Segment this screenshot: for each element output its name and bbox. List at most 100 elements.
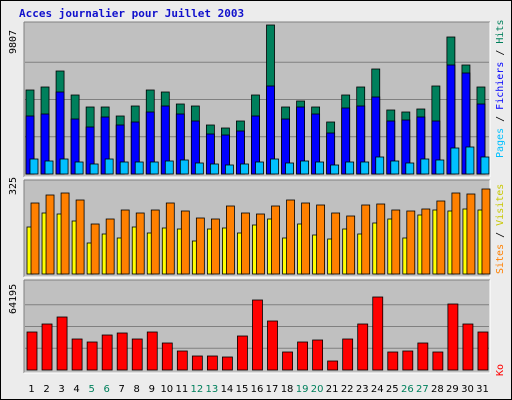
day-label-6: 6	[103, 384, 109, 395]
bar-pages-day-29	[450, 147, 460, 175]
traffic-legend: Pages / Fichiers / Hits	[495, 20, 506, 159]
day-label-4: 4	[73, 384, 79, 395]
bar-pages-day-9	[149, 161, 159, 175]
bar-kb-day-1	[26, 331, 38, 371]
bar-kb-day-19	[297, 341, 308, 371]
bar-pages-day-2	[44, 160, 54, 175]
day-label-16: 16	[251, 384, 264, 395]
bar-visits-day-18	[286, 199, 295, 275]
bar-visits-day-29	[451, 192, 461, 275]
day-label-15: 15	[236, 384, 249, 395]
bar-kb-day-28	[432, 351, 444, 371]
legend-sep: /	[495, 43, 506, 62]
day-label-27: 27	[416, 384, 429, 395]
legend-pages: Pages	[495, 127, 506, 158]
bar-kb-day-2	[41, 323, 53, 371]
bar-pages-day-21	[330, 164, 340, 175]
bar-pages-day-6	[104, 158, 114, 175]
bar-pages-day-10	[164, 160, 174, 175]
bar-pages-day-13	[209, 163, 219, 175]
day-label-12: 12	[191, 384, 204, 395]
visits-max-label: 325	[8, 176, 19, 195]
bar-pages-day-1	[29, 158, 39, 175]
day-label-19: 19	[296, 384, 309, 395]
bar-visits-day-4	[75, 199, 85, 275]
day-label-26: 26	[401, 384, 414, 395]
day-label-18: 18	[281, 384, 294, 395]
bar-kb-day-14	[222, 356, 233, 371]
legend-sep: /	[495, 225, 506, 244]
bar-pages-day-25	[390, 160, 400, 175]
bar-pages-day-5	[89, 163, 99, 175]
day-label-5: 5	[88, 384, 94, 395]
bar-visits-day-1	[30, 202, 40, 275]
day-label-22: 22	[341, 384, 354, 395]
bar-visits-day-5	[90, 223, 100, 275]
kb-legend: Ko	[495, 364, 506, 376]
bar-kb-day-21	[327, 360, 339, 371]
day-label-7: 7	[119, 384, 125, 395]
bar-pages-day-27	[420, 158, 430, 175]
day-label-30: 30	[461, 384, 474, 395]
bar-pages-day-17	[270, 158, 279, 175]
day-label-10: 10	[160, 384, 173, 395]
chart-title: Acces journalier pour Juillet 2003	[19, 7, 245, 20]
day-label-23: 23	[356, 384, 369, 395]
bar-visits-day-27	[421, 208, 431, 275]
bar-kb-day-6	[101, 334, 113, 371]
day-label-3: 3	[58, 384, 64, 395]
day-label-2: 2	[43, 384, 49, 395]
bar-kb-day-30	[462, 323, 474, 371]
day-label-20: 20	[311, 384, 324, 395]
bar-visits-day-25	[391, 209, 401, 275]
bar-visits-day-22	[346, 215, 356, 275]
bar-pages-day-18	[285, 162, 294, 175]
bar-visits-day-12	[195, 217, 205, 275]
bar-kb-day-29	[447, 303, 459, 371]
legend-visits: Visites	[495, 183, 506, 226]
bar-pages-day-31	[480, 156, 490, 175]
bar-pages-day-30	[465, 146, 475, 175]
legend-files: Fichiers	[495, 61, 506, 110]
bar-kb-day-12	[191, 355, 203, 371]
bar-kb-day-9	[146, 331, 158, 371]
bar-kb-day-18	[282, 351, 293, 371]
bar-visits-day-7	[120, 209, 130, 275]
bar-visits-day-30	[466, 193, 476, 275]
bar-pages-day-28	[435, 159, 445, 175]
bar-visits-day-26	[406, 210, 416, 275]
bar-visits-day-24	[376, 203, 386, 275]
visits-legend: Sites / Visites	[495, 184, 506, 274]
bar-kb-day-15	[237, 335, 248, 371]
bar-kb-day-24	[372, 296, 384, 371]
bar-visits-day-2	[45, 194, 55, 275]
bar-kb-day-11	[176, 350, 188, 371]
bar-visits-day-15	[241, 212, 250, 275]
day-label-8: 8	[134, 384, 140, 395]
bar-pages-day-23	[360, 161, 370, 175]
bar-kb-day-13	[206, 355, 218, 371]
bar-visits-day-11	[180, 210, 190, 275]
bar-pages-day-19	[300, 160, 309, 175]
bar-visits-day-8	[135, 212, 145, 275]
bar-pages-day-15	[240, 163, 249, 175]
bar-visits-day-31	[481, 188, 491, 275]
legend-hits: Hits	[495, 19, 506, 44]
bar-pages-day-26	[405, 162, 415, 175]
traffic-max-label: 9807	[8, 29, 19, 54]
day-label-1: 1	[28, 384, 34, 395]
legend-sites: Sites	[495, 243, 506, 274]
bar-visits-day-3	[60, 192, 70, 275]
bar-kb-day-16	[252, 299, 263, 371]
bar-visits-day-20	[316, 204, 326, 275]
bar-pages-day-12	[194, 162, 204, 175]
day-label-21: 21	[326, 384, 339, 395]
day-label-29: 29	[446, 384, 459, 395]
bar-visits-day-10	[165, 202, 175, 275]
day-label-24: 24	[371, 384, 384, 395]
bar-kb-day-3	[56, 316, 68, 371]
bar-kb-day-10	[161, 342, 173, 371]
bar-visits-day-9	[150, 209, 160, 275]
bar-pages-day-11	[179, 159, 189, 175]
